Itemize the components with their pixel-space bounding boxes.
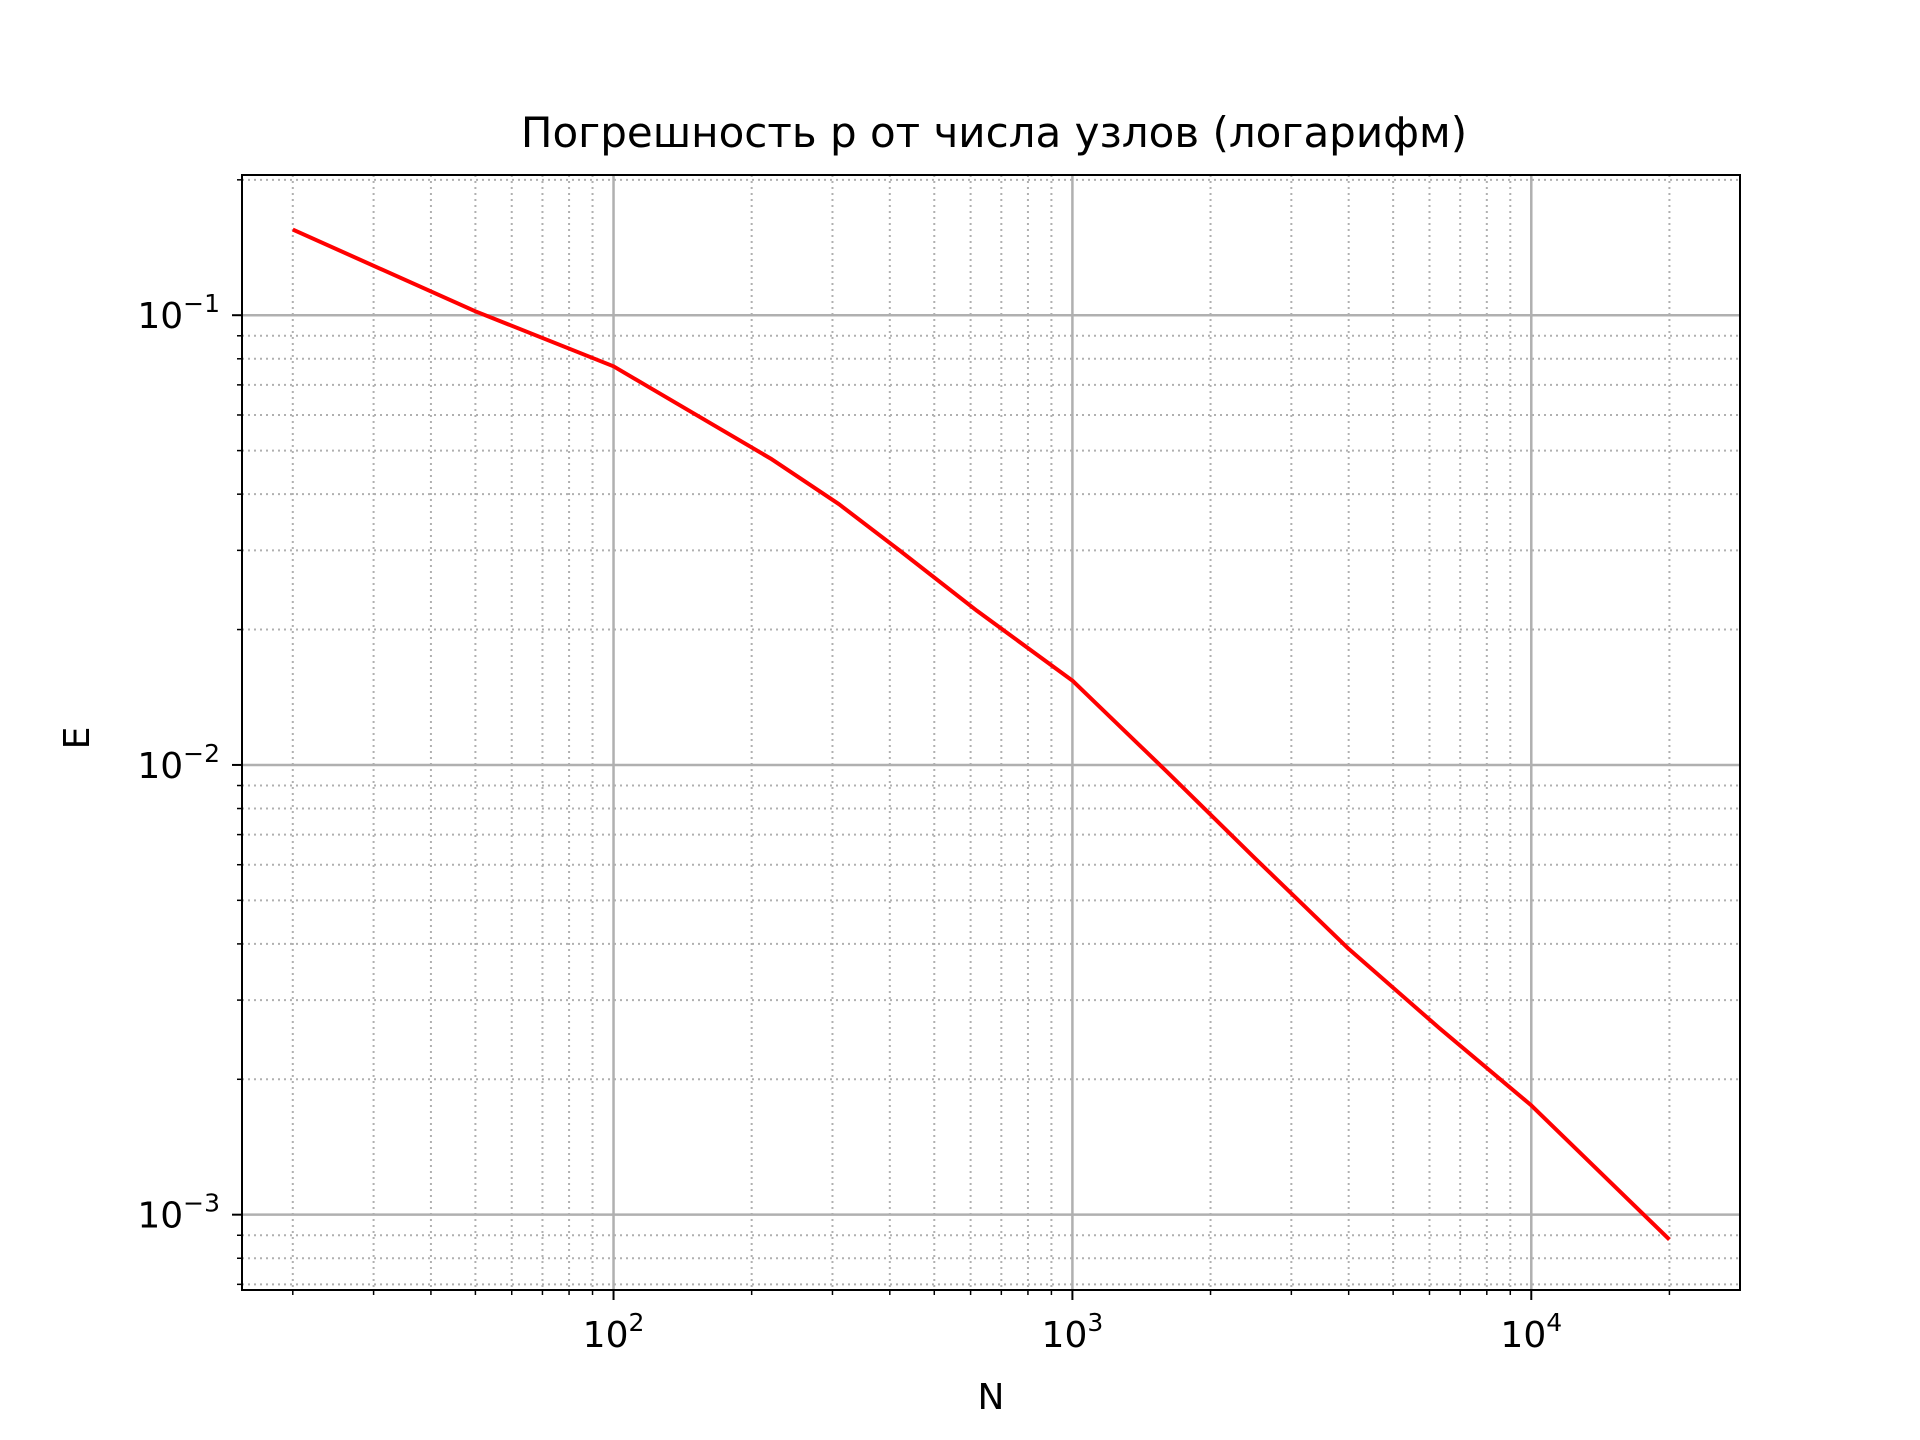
x-tick-label: 103: [1042, 1308, 1104, 1356]
axis-ticks: 102 103 104 10−1 10−2 10−3: [137, 179, 1671, 1356]
plot-area-frame: [241, 174, 1741, 1291]
x-tick-label: 102: [583, 1308, 645, 1356]
x-axis-label: N: [978, 1377, 1005, 1418]
series-line-0: [291, 227, 1671, 1242]
major-grid: [242, 175, 1740, 1290]
chart-title: Погрешность p от числа узлов (логарифм): [521, 108, 1467, 157]
series-layer: [291, 227, 1671, 1242]
y-tick-label: 10−2: [137, 739, 220, 787]
y-axis-label: E: [57, 727, 98, 750]
y-tick-label: 10−1: [137, 289, 220, 337]
y-tick-label: 10−3: [137, 1189, 220, 1237]
x-tick-label: 104: [1500, 1308, 1562, 1356]
minor-grid: [242, 175, 1740, 1290]
